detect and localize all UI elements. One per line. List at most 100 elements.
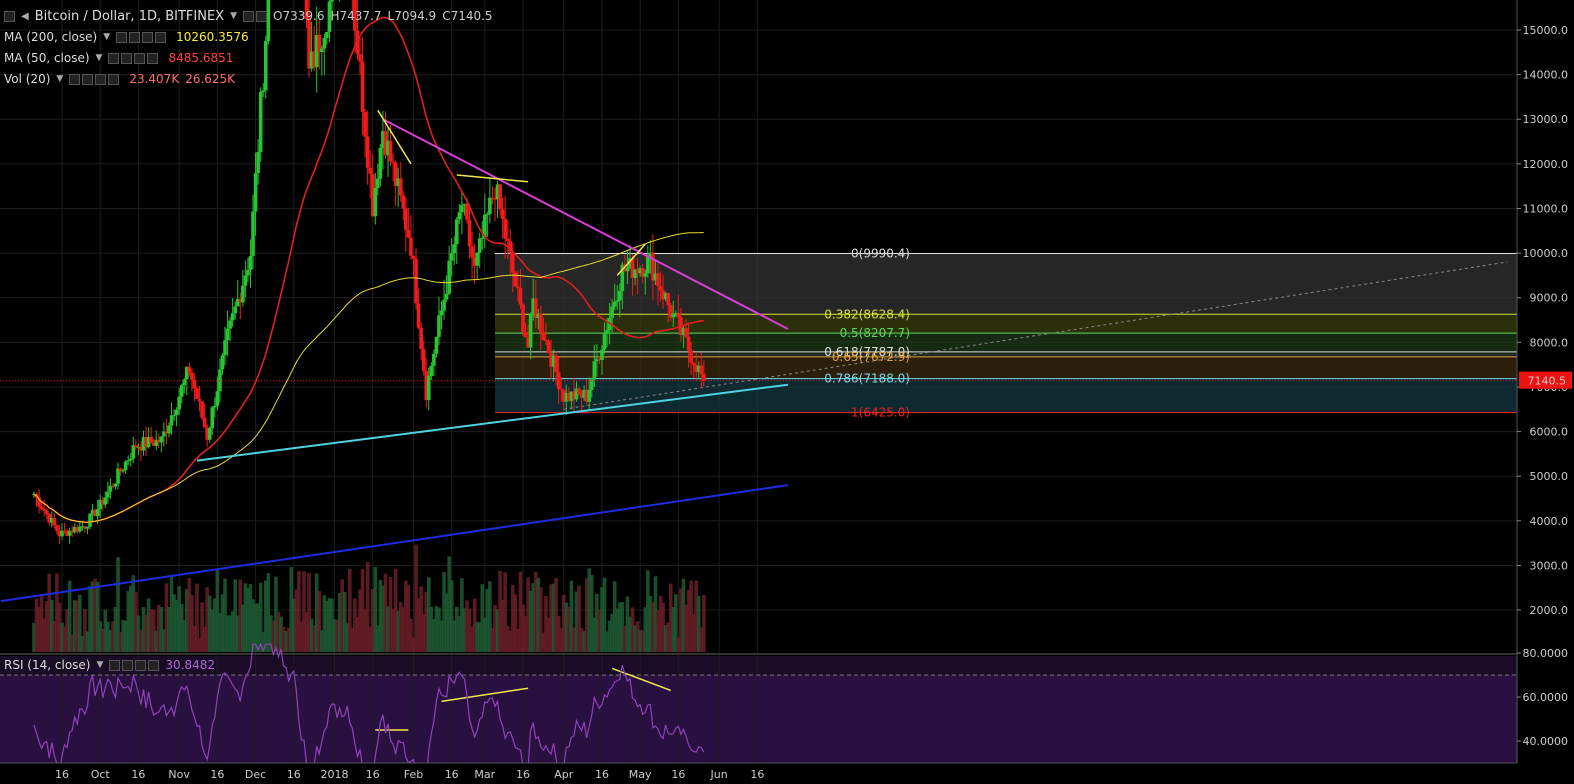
- volume-label[interactable]: Vol (20): [4, 72, 51, 86]
- candle-body: [381, 131, 385, 148]
- candle-body: [85, 526, 90, 529]
- volume-bar: [426, 577, 431, 652]
- candle-body: [230, 313, 235, 321]
- candle-body: [314, 34, 319, 68]
- candle-body: [358, 54, 362, 62]
- volume-bar: [350, 627, 355, 652]
- candle-body: [589, 379, 594, 390]
- rsi-label[interactable]: RSI (14, close): [4, 658, 91, 672]
- x-tick-label: Jun: [710, 768, 728, 781]
- volume-bar: [544, 596, 548, 652]
- candle-body: [197, 398, 202, 402]
- indicator-controls[interactable]: [108, 53, 159, 64]
- symbol-title[interactable]: Bitcoin / Dollar, 1D, BITFINEX: [34, 9, 225, 24]
- volume-bar: [424, 591, 429, 652]
- volume-bar: [689, 580, 693, 652]
- candle-body: [472, 257, 477, 266]
- volume-bar: [47, 573, 52, 652]
- volume-bar: [103, 609, 108, 652]
- candle-body: [595, 358, 599, 362]
- volume-bar: [215, 569, 220, 652]
- volume-bar: [396, 610, 401, 652]
- candle-body: [154, 439, 159, 446]
- candle-body: [200, 401, 204, 418]
- volume-bar: [284, 631, 288, 652]
- candle-body: [404, 208, 408, 230]
- indicator-controls[interactable]: [69, 74, 120, 85]
- chevron-down-icon[interactable]: ▼: [103, 32, 111, 42]
- candle-body: [457, 212, 462, 220]
- candle-body: [528, 313, 533, 348]
- volume-bar: [93, 578, 97, 652]
- rsi-annotation-line: [611, 667, 671, 692]
- volume-bar: [646, 570, 650, 652]
- fib-label: 0.5(8207.7): [840, 326, 910, 340]
- y-tick-label: 4000.0: [1530, 515, 1569, 528]
- candle-body: [406, 229, 411, 238]
- x-tick-label: 16: [516, 768, 530, 781]
- volume-bar: [414, 544, 418, 652]
- candle-body: [536, 313, 541, 319]
- volume-bar: [373, 566, 378, 652]
- volume-bar: [139, 629, 143, 652]
- candle-body: [365, 136, 370, 168]
- candle-body: [243, 275, 248, 286]
- indicator-controls[interactable]: [109, 659, 160, 671]
- candle-body: [266, 0, 271, 42]
- volume-bar: [266, 573, 271, 652]
- candle-body: [72, 527, 77, 533]
- volume-bar: [62, 626, 67, 652]
- back-arrow-icon[interactable]: ◀: [21, 11, 29, 22]
- candle-body: [360, 61, 365, 112]
- rsi-tick-label: 80.0000: [1523, 647, 1569, 660]
- candle-body: [454, 219, 459, 245]
- candle-body: [432, 353, 436, 366]
- candle-body: [223, 340, 227, 356]
- rsi-band: [0, 675, 1517, 763]
- volume-bar: [353, 598, 357, 652]
- indicator-controls[interactable]: [116, 32, 167, 43]
- volume-bar: [111, 621, 115, 652]
- candle-body: [475, 252, 479, 266]
- volume-bar: [210, 609, 215, 652]
- symbol-controls[interactable]: [243, 11, 268, 22]
- volume-bar: [187, 578, 192, 652]
- volume-bar: [72, 600, 77, 652]
- chevron-down-icon[interactable]: ▼: [96, 660, 104, 670]
- candle-body: [195, 388, 199, 399]
- ma200-label[interactable]: MA (200, close): [4, 30, 98, 44]
- candle-body: [444, 293, 449, 300]
- candle-body: [694, 365, 699, 372]
- volume-bar: [462, 608, 467, 652]
- fib-zone: [494, 253, 1517, 315]
- candle-body: [162, 431, 166, 437]
- volume-bar: [146, 598, 151, 652]
- candle-body: [661, 290, 665, 300]
- volume-bar: [526, 577, 530, 652]
- window-toggle-icon[interactable]: [4, 11, 15, 22]
- last-price-label: 7140.5: [1528, 375, 1567, 388]
- volume-bar: [495, 609, 500, 652]
- candle-body: [98, 499, 103, 510]
- volume-bar: [136, 615, 141, 652]
- volume-bar: [597, 609, 602, 652]
- volume-bar: [460, 578, 464, 652]
- ma200-value: 10260.3576: [176, 30, 249, 44]
- chevron-down-icon[interactable]: ▼: [230, 11, 238, 21]
- volume-bar: [508, 630, 513, 652]
- chevron-down-icon[interactable]: ▼: [56, 74, 64, 84]
- volume-bar: [243, 583, 248, 652]
- volume-bar: [75, 600, 80, 652]
- candle-body: [610, 306, 614, 318]
- volume-bar: [536, 577, 541, 652]
- volume-bar: [185, 588, 189, 652]
- volume-bar: [269, 615, 273, 652]
- volume-bar: [44, 600, 49, 652]
- volume-bar: [383, 573, 388, 652]
- candle-body: [139, 446, 143, 451]
- candle-body: [559, 389, 564, 391]
- fib-label: 0.65(7672.9): [832, 350, 910, 364]
- chevron-down-icon[interactable]: ▼: [95, 53, 103, 63]
- ma50-label[interactable]: MA (50, close): [4, 51, 90, 65]
